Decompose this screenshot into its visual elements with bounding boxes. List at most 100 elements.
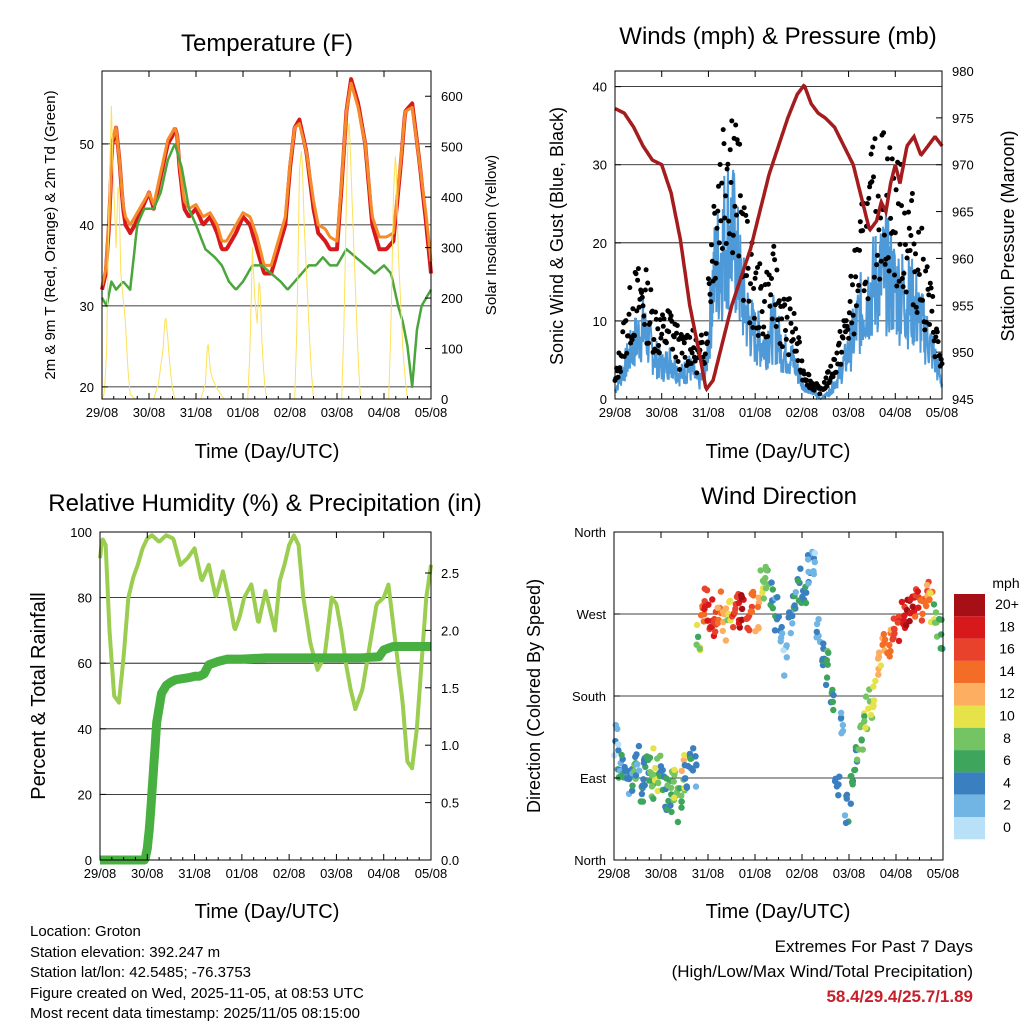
dir-point	[933, 609, 939, 615]
gust-point	[682, 340, 687, 345]
dir-point	[755, 625, 761, 631]
wind-ytick-label: 40	[593, 80, 607, 95]
dir-point	[844, 792, 850, 798]
dir-point	[820, 640, 826, 646]
gust-point	[917, 272, 922, 277]
gust-point	[850, 282, 855, 287]
dir-point	[840, 728, 846, 734]
dir-point	[861, 718, 867, 724]
dir-point	[727, 598, 733, 604]
gust-point	[828, 364, 833, 369]
colorbar-label: 10	[999, 708, 1015, 724]
dir-point	[768, 579, 774, 585]
gust-point	[853, 274, 858, 279]
dir-xtick-label: 29/08	[598, 866, 631, 881]
dir-point	[899, 599, 905, 605]
gust-point	[661, 324, 666, 329]
rh-xtick-label: 05/08	[415, 866, 448, 881]
wind-xtick-label: 03/08	[832, 405, 865, 420]
dir-point	[838, 710, 844, 716]
gust-point	[858, 219, 863, 224]
gust-point	[893, 230, 898, 235]
gust-point	[787, 296, 792, 301]
colorbar-swatch	[954, 594, 985, 616]
gust-point	[881, 130, 886, 135]
gust-point	[659, 332, 664, 337]
gust-point	[722, 141, 727, 146]
colorbar-swatch	[954, 750, 985, 772]
gust-point	[876, 194, 881, 199]
dir-point	[878, 662, 884, 668]
gust-point	[627, 285, 632, 290]
gust-point	[646, 341, 651, 346]
gust-point	[724, 241, 729, 246]
gust-point	[834, 351, 839, 356]
dir-point	[636, 743, 642, 749]
dir-point	[739, 606, 745, 612]
gust-point	[648, 287, 653, 292]
gust-point	[683, 355, 688, 360]
rh-xlabel: Time (Day/UTC)	[195, 901, 340, 923]
gust-point	[869, 152, 874, 157]
dir-point	[681, 752, 687, 758]
temp-ytick-label: 30	[80, 299, 94, 314]
dir-ytick-label: West	[577, 607, 607, 622]
gust-point	[885, 156, 890, 161]
temp-xtick-label: 02/08	[274, 405, 307, 420]
dir-point	[923, 603, 929, 609]
created-text: Figure created on Wed, 2025-11-05, at 08…	[30, 984, 364, 1005]
gust-point	[767, 304, 772, 309]
gust-point	[909, 198, 914, 203]
gust-point	[903, 242, 908, 247]
gust-point	[789, 321, 794, 326]
gust-point	[870, 145, 875, 150]
dir-point	[842, 812, 848, 818]
rh-ytick-label: 0	[85, 853, 92, 868]
rh-ytick-label: 60	[78, 656, 92, 671]
gust-point	[720, 246, 725, 251]
colorbar-swatch	[954, 639, 985, 661]
colorbar-label: 18	[999, 618, 1015, 634]
gust-point	[863, 280, 868, 285]
gust-point	[694, 370, 699, 375]
gust-point	[747, 320, 752, 325]
dir-point	[705, 602, 711, 608]
wind-ytick-right-label: 980	[952, 64, 974, 79]
dir-point	[762, 575, 768, 581]
rh-title: Relative Humidity (%) & Precipitation (i…	[48, 490, 481, 517]
wind-xtick-label: 29/08	[599, 405, 632, 420]
gust-point	[765, 334, 770, 339]
gust-point	[771, 251, 776, 256]
dir-point	[843, 820, 849, 826]
gust-point	[846, 336, 851, 341]
gust-point	[627, 312, 632, 317]
dir-point	[825, 650, 831, 656]
gust-point	[877, 277, 882, 282]
figure: Temperature (F) 29/08 30/08 31/08 01/08 02/0…	[0, 0, 1024, 1024]
wind-series-group	[613, 86, 945, 399]
gust-point	[752, 316, 757, 321]
colorbar-swatch	[954, 683, 985, 705]
gust-point	[677, 367, 682, 372]
dir-point	[770, 586, 776, 592]
gust-point	[929, 286, 934, 291]
dir-ytick-label: South	[572, 689, 606, 704]
gust-point	[728, 147, 733, 152]
temp-ytick-label: 50	[80, 137, 94, 152]
rh-panel: Relative Humidity (%) & Precipitation (i…	[28, 490, 482, 923]
gust-point	[930, 294, 935, 299]
extremes-title: Extremes For Past 7 Days	[672, 934, 973, 959]
dir-point	[720, 628, 726, 634]
dir-point	[907, 596, 913, 602]
dir-point	[784, 654, 790, 660]
rh-xtick-label: 03/08	[320, 866, 353, 881]
dir-point	[692, 753, 698, 759]
wind-ytick-right-label: 955	[952, 298, 974, 313]
gust-point	[653, 310, 658, 315]
gust-point	[839, 350, 844, 355]
gust-point	[875, 253, 880, 258]
dir-point	[919, 617, 925, 623]
gust-point	[854, 303, 859, 308]
gust-point	[907, 226, 912, 231]
dir-point	[761, 595, 767, 601]
